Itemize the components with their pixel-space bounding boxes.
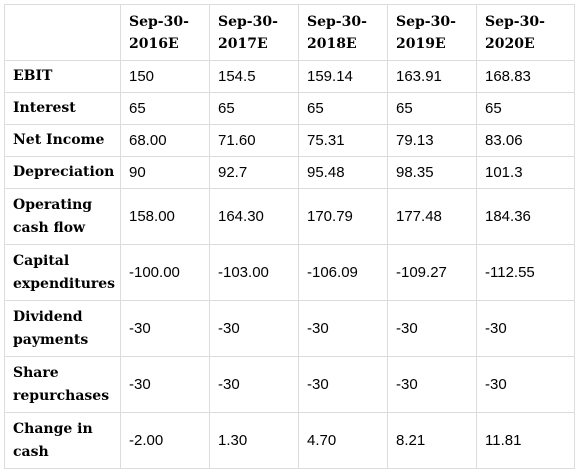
table-cell: 71.60 <box>209 124 299 157</box>
table-cell: 177.48 <box>387 188 477 245</box>
row-label: Change in cash <box>4 412 121 469</box>
table-cell: 170.79 <box>298 188 388 245</box>
table-cell: 83.06 <box>476 124 575 157</box>
table-cell: 168.83 <box>476 60 575 93</box>
table-cell: -30 <box>387 356 477 413</box>
table-cell: 90 <box>120 156 210 189</box>
row-label: Operating cash flow <box>4 188 121 245</box>
table-row: Capital expenditures -100.00 -103.00 -10… <box>4 244 575 301</box>
table-row: Operating cash flow 158.00 164.30 170.79… <box>4 188 575 245</box>
table-cell: 65 <box>387 92 477 125</box>
table-cell: -106.09 <box>298 244 388 301</box>
column-header: Sep-30-2018E <box>298 4 388 61</box>
table-cell: 75.31 <box>298 124 388 157</box>
table-cell: 158.00 <box>120 188 210 245</box>
table-cell: -30 <box>120 356 210 413</box>
table-row: Interest 65 65 65 65 65 <box>4 92 575 125</box>
table-row: Depreciation 90 92.7 95.48 98.35 101.3 <box>4 156 575 189</box>
row-label: Capital expenditures <box>4 244 121 301</box>
table-cell: -30 <box>298 356 388 413</box>
table-cell: -30 <box>476 356 575 413</box>
column-header: Sep-30-2017E <box>209 4 299 61</box>
table-cell: 65 <box>120 92 210 125</box>
table-row: Change in cash -2.00 1.30 4.70 8.21 11.8… <box>4 412 575 469</box>
table-row: Dividend payments -30 -30 -30 -30 -30 <box>4 300 575 357</box>
table-cell: 92.7 <box>209 156 299 189</box>
table-cell: -100.00 <box>120 244 210 301</box>
corner-cell <box>4 4 121 61</box>
table-cell: -103.00 <box>209 244 299 301</box>
row-label: Dividend payments <box>4 300 121 357</box>
table-cell: 79.13 <box>387 124 477 157</box>
table-cell: 8.21 <box>387 412 477 469</box>
table-cell: 101.3 <box>476 156 575 189</box>
row-label: Depreciation <box>4 156 121 189</box>
column-header: Sep-30-2019E <box>387 4 477 61</box>
table-cell: 159.14 <box>298 60 388 93</box>
table-cell: 11.81 <box>476 412 575 469</box>
table-cell: 98.35 <box>387 156 477 189</box>
table-cell: 65 <box>476 92 575 125</box>
table-cell: -2.00 <box>120 412 210 469</box>
table-cell: 4.70 <box>298 412 388 469</box>
table-cell: -30 <box>209 300 299 357</box>
row-label: EBIT <box>4 60 121 93</box>
table-row: EBIT 150 154.5 159.14 163.91 168.83 <box>4 60 575 93</box>
table-cell: 150 <box>120 60 210 93</box>
column-header: Sep-30-2020E <box>476 4 575 61</box>
table-cell: 163.91 <box>387 60 477 93</box>
table-cell: 1.30 <box>209 412 299 469</box>
row-label: Share repurchases <box>4 356 121 413</box>
table-row: Net Income 68.00 71.60 75.31 79.13 83.06 <box>4 124 575 157</box>
row-label: Interest <box>4 92 121 125</box>
table-cell: -30 <box>120 300 210 357</box>
table-cell: 164.30 <box>209 188 299 245</box>
financial-projection-table: Sep-30-2016E Sep-30-2017E Sep-30-2018E S… <box>4 4 575 469</box>
header-row: Sep-30-2016E Sep-30-2017E Sep-30-2018E S… <box>4 4 575 61</box>
table-cell: -30 <box>298 300 388 357</box>
table-cell: -109.27 <box>387 244 477 301</box>
column-header: Sep-30-2016E <box>120 4 210 61</box>
table-cell: -30 <box>476 300 575 357</box>
table-cell: 154.5 <box>209 60 299 93</box>
table-row: Share repurchases -30 -30 -30 -30 -30 <box>4 356 575 413</box>
row-label: Net Income <box>4 124 121 157</box>
table-cell: -30 <box>387 300 477 357</box>
table-cell: 68.00 <box>120 124 210 157</box>
table-cell: 184.36 <box>476 188 575 245</box>
table-cell: 95.48 <box>298 156 388 189</box>
table-cell: 65 <box>298 92 388 125</box>
table-cell: -112.55 <box>476 244 575 301</box>
table-cell: 65 <box>209 92 299 125</box>
table-cell: -30 <box>209 356 299 413</box>
